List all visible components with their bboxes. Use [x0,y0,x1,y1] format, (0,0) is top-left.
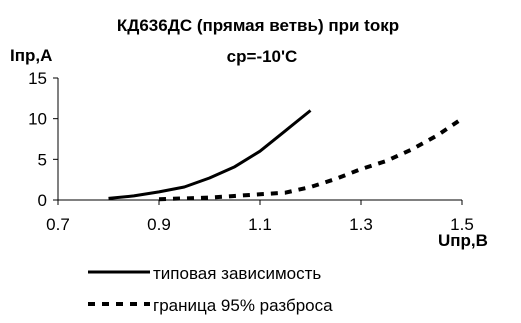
series-line-boundary [158,117,464,202]
chart-title-line2: ср=-10'С [227,47,298,66]
x-tick-label: 0.9 [147,215,171,234]
chart-title-line1: КД636ДС (прямая ветвь) при tокр [117,16,399,35]
y-tick-label: 0 [38,191,47,210]
plot-area [108,109,464,202]
y-axis-label: Iпр,А [10,46,52,65]
tick-group: 0.7 0.9 1.1 1.3 1.5 0 5 10 15 [28,69,474,234]
legend-label-boundary: граница 95% разброса [153,296,333,315]
legend-label-typical: типовая зависимость [153,264,321,283]
x-tick-label: 0.7 [46,215,70,234]
x-tick-label: 1.3 [349,215,373,234]
x-tick-label: 1.5 [450,215,474,234]
x-axis-label: Uпр,В [438,231,488,250]
y-tick-label: 5 [38,150,47,169]
x-tick-label: 1.1 [248,215,272,234]
y-tick-label: 15 [28,69,47,88]
series-line-typical [108,109,312,200]
y-tick-label: 10 [28,110,47,129]
